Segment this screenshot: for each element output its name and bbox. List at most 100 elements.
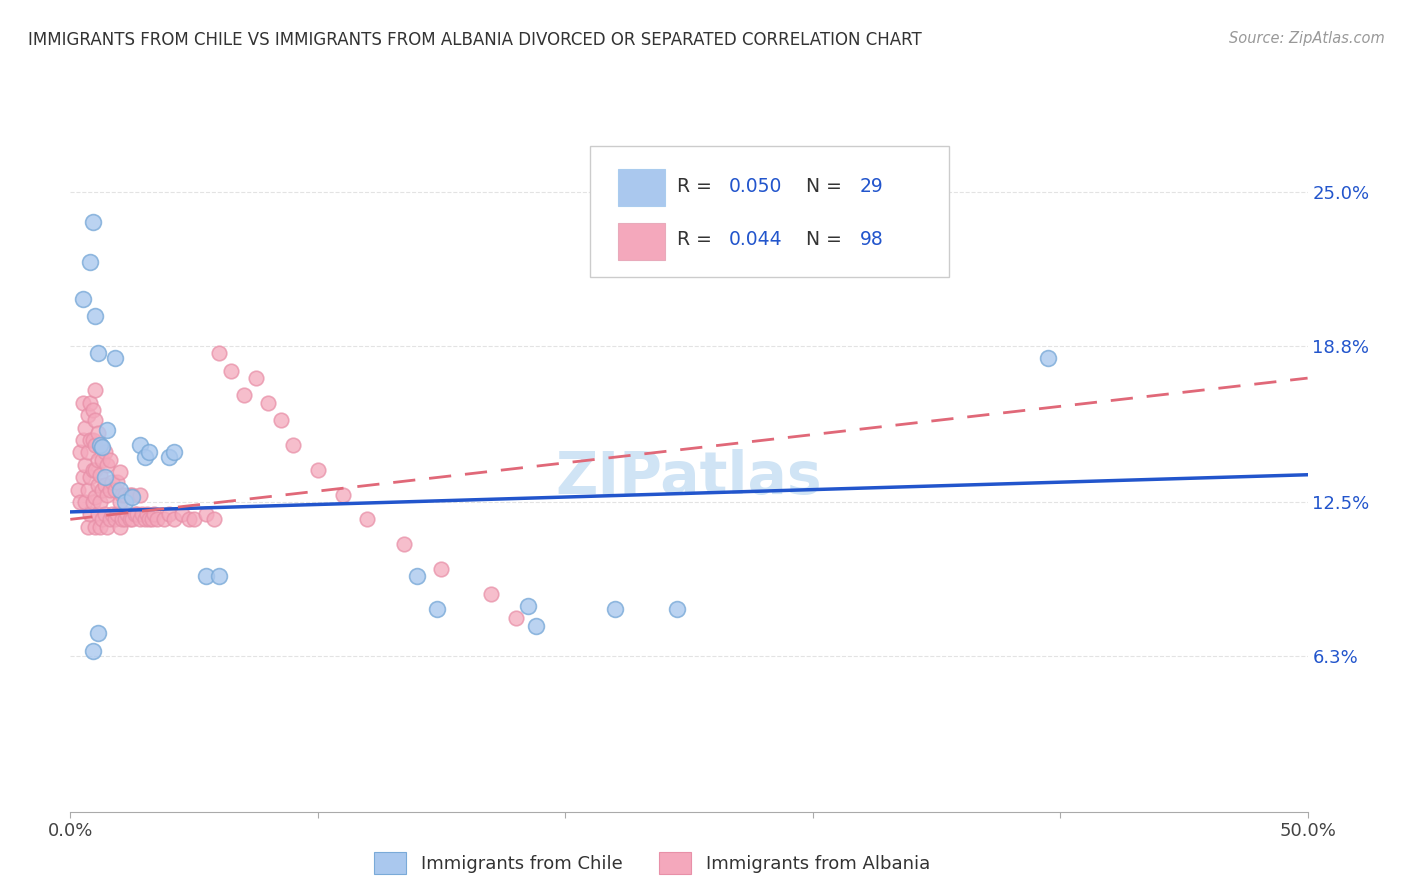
Point xyxy=(183,512,205,526)
Point xyxy=(430,562,453,576)
FancyBboxPatch shape xyxy=(591,146,949,277)
Point xyxy=(114,487,136,501)
Point xyxy=(89,438,111,452)
Point xyxy=(75,495,97,509)
Point xyxy=(66,483,89,497)
Point xyxy=(84,438,107,452)
Point xyxy=(94,508,117,522)
Point xyxy=(128,438,150,452)
Point xyxy=(121,490,143,504)
Point xyxy=(505,611,527,625)
Point xyxy=(104,483,127,497)
Point xyxy=(128,512,150,526)
Point xyxy=(86,425,108,440)
Point xyxy=(82,495,104,509)
Point xyxy=(76,520,98,534)
Point xyxy=(202,512,225,526)
Point xyxy=(524,619,547,633)
Point xyxy=(94,477,117,491)
Point xyxy=(118,487,141,501)
Point xyxy=(79,433,101,447)
Point xyxy=(86,453,108,467)
Point xyxy=(96,458,118,472)
Point xyxy=(307,463,329,477)
Point xyxy=(76,483,98,497)
Point xyxy=(425,601,447,615)
Point xyxy=(195,508,218,522)
Point xyxy=(134,512,156,526)
Point xyxy=(394,537,416,551)
Point xyxy=(108,495,131,509)
Point xyxy=(84,309,107,323)
Point xyxy=(356,512,378,526)
Point xyxy=(157,508,180,522)
Point xyxy=(603,601,626,615)
Point xyxy=(79,396,101,410)
Point xyxy=(138,445,160,459)
Point xyxy=(127,508,149,522)
Point xyxy=(84,520,107,534)
Point xyxy=(332,487,354,501)
Legend: Immigrants from Chile, Immigrants from Albania: Immigrants from Chile, Immigrants from A… xyxy=(364,843,939,883)
Point xyxy=(208,346,231,360)
Point xyxy=(76,445,98,459)
Point xyxy=(114,495,136,509)
Point xyxy=(91,453,114,467)
Point xyxy=(79,508,101,522)
Point xyxy=(94,445,117,459)
Text: Source: ZipAtlas.com: Source: ZipAtlas.com xyxy=(1229,31,1385,46)
Point xyxy=(405,569,427,583)
FancyBboxPatch shape xyxy=(619,169,665,206)
Point xyxy=(281,438,304,452)
Point xyxy=(91,483,114,497)
Point xyxy=(89,495,111,509)
Point xyxy=(75,458,97,472)
Point xyxy=(69,445,91,459)
Point xyxy=(143,508,166,522)
Text: 0.050: 0.050 xyxy=(728,177,782,195)
Point xyxy=(153,512,176,526)
Point xyxy=(208,569,231,583)
Point xyxy=(96,520,118,534)
Point xyxy=(96,487,118,501)
Point xyxy=(75,420,97,434)
Point xyxy=(101,508,124,522)
Point xyxy=(101,475,124,490)
Point xyxy=(195,569,218,583)
Point xyxy=(121,512,143,526)
Point xyxy=(72,433,94,447)
Point xyxy=(94,470,117,484)
Text: R =: R = xyxy=(676,230,717,249)
Point xyxy=(115,508,138,522)
Point xyxy=(82,643,104,657)
Point xyxy=(111,512,134,526)
Point xyxy=(84,490,107,504)
Text: IMMIGRANTS FROM CHILE VS IMMIGRANTS FROM ALBANIA DIVORCED OR SEPARATED CORRELATI: IMMIGRANTS FROM CHILE VS IMMIGRANTS FROM… xyxy=(28,31,922,49)
Point xyxy=(146,512,169,526)
Point xyxy=(89,520,111,534)
Point xyxy=(84,384,107,398)
Point xyxy=(72,470,94,484)
Point xyxy=(82,403,104,417)
Point xyxy=(163,512,186,526)
Point xyxy=(104,351,127,366)
Point xyxy=(105,475,128,490)
Point xyxy=(98,512,121,526)
Text: 98: 98 xyxy=(859,230,883,249)
Point xyxy=(98,453,121,467)
Text: 0.044: 0.044 xyxy=(728,230,782,249)
Text: ZIPatlas: ZIPatlas xyxy=(555,449,823,506)
Point xyxy=(82,215,104,229)
Point xyxy=(219,364,242,378)
Point xyxy=(86,477,108,491)
Point xyxy=(82,433,104,447)
Point xyxy=(89,467,111,482)
Point xyxy=(1036,351,1059,366)
Point xyxy=(84,413,107,427)
Point xyxy=(76,409,98,423)
Point xyxy=(134,450,156,465)
Point xyxy=(111,487,134,501)
Text: N =: N = xyxy=(794,230,848,249)
Point xyxy=(665,601,688,615)
Point xyxy=(86,508,108,522)
